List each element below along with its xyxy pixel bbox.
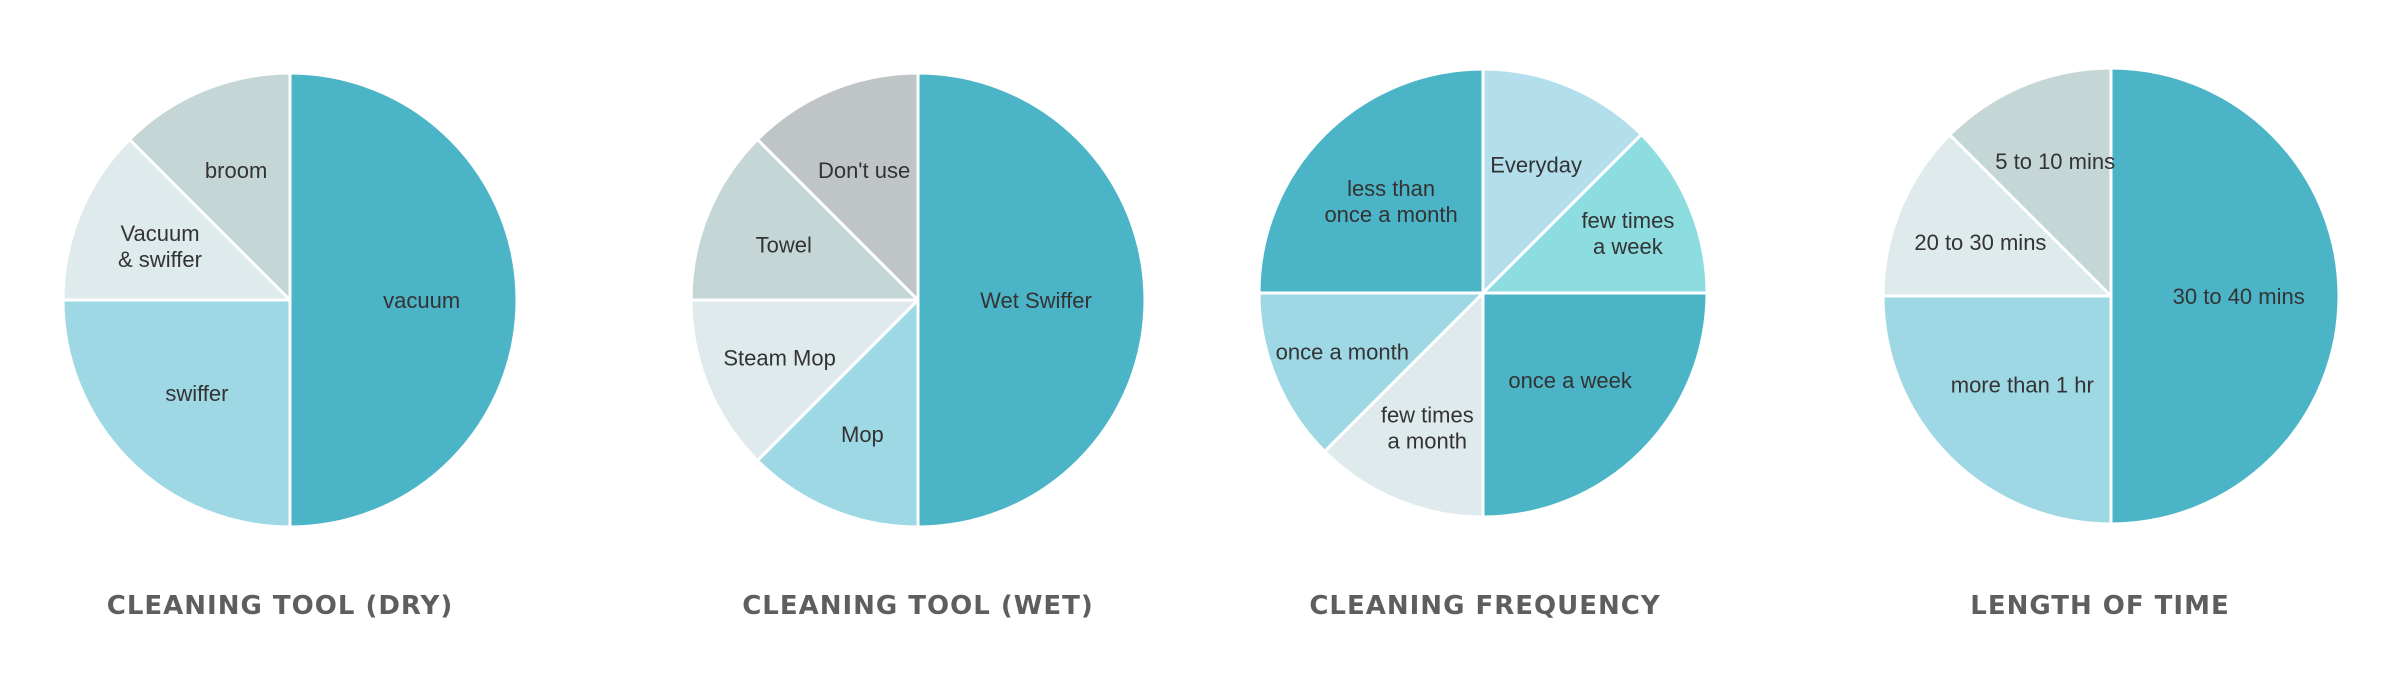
pie-slice-label-line: broom xyxy=(205,158,267,183)
pie-slice xyxy=(755,298,920,529)
pie-slices xyxy=(1257,67,1709,519)
pie-slice xyxy=(288,71,519,529)
pie-slices xyxy=(61,71,519,529)
pie-slice-label-line: few times xyxy=(1581,208,1674,233)
pie-slices xyxy=(1881,66,2341,526)
pie-slice-label-line: Wet Swiffer xyxy=(980,288,1092,313)
pie-slice-label-line: Steam Mop xyxy=(723,345,836,370)
pie-slice-label: Mop xyxy=(841,422,884,447)
pie-slice-labels: 30 to 40 mins more than 1 hr 20 to 30 mins… xyxy=(1914,149,2304,398)
pie-slice xyxy=(61,298,292,529)
pie-slice-label: Don't use xyxy=(818,158,910,183)
pie-slice xyxy=(1481,67,1643,295)
pie-slice-label-line: 20 to 30 mins xyxy=(1914,230,2046,255)
pie-slice-label-line: few times xyxy=(1381,403,1474,428)
pie-slices xyxy=(689,71,1147,529)
pie-slice-label: Towel xyxy=(756,232,812,257)
pie-slice-label-line: less than xyxy=(1347,176,1435,201)
pie-chart-cleaning-tool-dry: vacuum swiffer Vacuum & swiffer broom CLEANI… xyxy=(61,71,519,621)
pie-slice-label-line: once a month xyxy=(1324,202,1457,227)
pie-slice-label: once a week xyxy=(1508,368,1633,393)
chart-title: CLEANING TOOL (WET) xyxy=(742,591,1094,621)
pie-slice-label: few times a week xyxy=(1581,208,1674,259)
pie-slice xyxy=(755,71,920,302)
pie-slice-label-line: Towel xyxy=(756,232,812,257)
pie-slice-label: vacuum xyxy=(383,288,460,313)
pie-slice-label-line: 5 to 10 mins xyxy=(1995,149,2115,174)
chart-title: LENGTH OF TIME xyxy=(1970,591,2229,621)
pie-slice-labels: vacuum swiffer Vacuum & swiffer broom xyxy=(118,158,460,406)
pie-slice xyxy=(1257,291,1485,453)
pie-slice-label: 30 to 40 mins xyxy=(2173,284,2305,309)
pie-slice xyxy=(689,137,920,302)
pie-slice-label-line: 30 to 40 mins xyxy=(2173,284,2305,309)
chart-title: CLEANING FREQUENCY xyxy=(1309,591,1660,621)
pie-slice-label: Steam Mop xyxy=(723,345,836,370)
pie-chart-cleaning-tool-wet: Wet Swiffer Mop Steam Mop Towel Don't use CL… xyxy=(689,71,1147,621)
pie-slice xyxy=(916,71,1147,529)
pie-slice xyxy=(1481,291,1709,519)
pie-slice-label-line: more than 1 hr xyxy=(1951,373,2094,398)
pie-slice-label: once a month xyxy=(1276,339,1409,364)
pie-slice-label-line: swiffer xyxy=(165,381,228,406)
pie-slice-label-line: a month xyxy=(1388,429,1468,454)
pie-slice xyxy=(689,298,920,463)
pie-slice-labels: Wet Swiffer Mop Steam Mop Towel Don't use xyxy=(723,158,1091,447)
pie-chart-length-of-time: 30 to 40 mins more than 1 hr 20 to 30 mins… xyxy=(1881,66,2341,621)
pie-slice xyxy=(2109,66,2341,526)
pie-slice-label: Vacuum & swiffer xyxy=(118,221,202,272)
pie-slice-label-line: Don't use xyxy=(818,158,910,183)
pie-slice-label: more than 1 hr xyxy=(1951,373,2094,398)
pie-slice xyxy=(1948,66,2113,298)
pie-slice-label: Wet Swiffer xyxy=(980,288,1092,313)
pie-slice-label-line: once a month xyxy=(1276,339,1409,364)
pie-slice xyxy=(1481,133,1709,295)
pie-slice xyxy=(127,71,292,302)
pie-slice-label-line: vacuum xyxy=(383,288,460,313)
pie-slice-label-line: & swiffer xyxy=(118,247,202,272)
pie-slice-label: 20 to 30 mins xyxy=(1914,230,2046,255)
pie-slice-label-line: a week xyxy=(1593,234,1664,259)
chart-title: CLEANING TOOL (DRY) xyxy=(107,591,453,621)
pie-slice xyxy=(1323,291,1485,519)
pie-slice xyxy=(61,137,292,302)
pie-slice-label: 5 to 10 mins xyxy=(1995,149,2115,174)
pie-slice xyxy=(1881,294,2113,526)
pie-slice xyxy=(1881,133,2113,298)
pie-slice-label-line: Vacuum xyxy=(120,221,199,246)
pie-slice-label: broom xyxy=(205,158,267,183)
pie-slice-label-line: once a week xyxy=(1508,368,1633,393)
pie-slice-label-line: Everyday xyxy=(1490,153,1582,178)
pie-slice-label: few times a month xyxy=(1381,403,1474,454)
pie-slice xyxy=(1257,67,1485,295)
pie-slice-label: less than once a month xyxy=(1324,176,1457,227)
pie-slice-label: swiffer xyxy=(165,381,228,406)
pie-slice-label-line: Mop xyxy=(841,422,884,447)
pie-slice-label: Everyday xyxy=(1490,153,1582,178)
